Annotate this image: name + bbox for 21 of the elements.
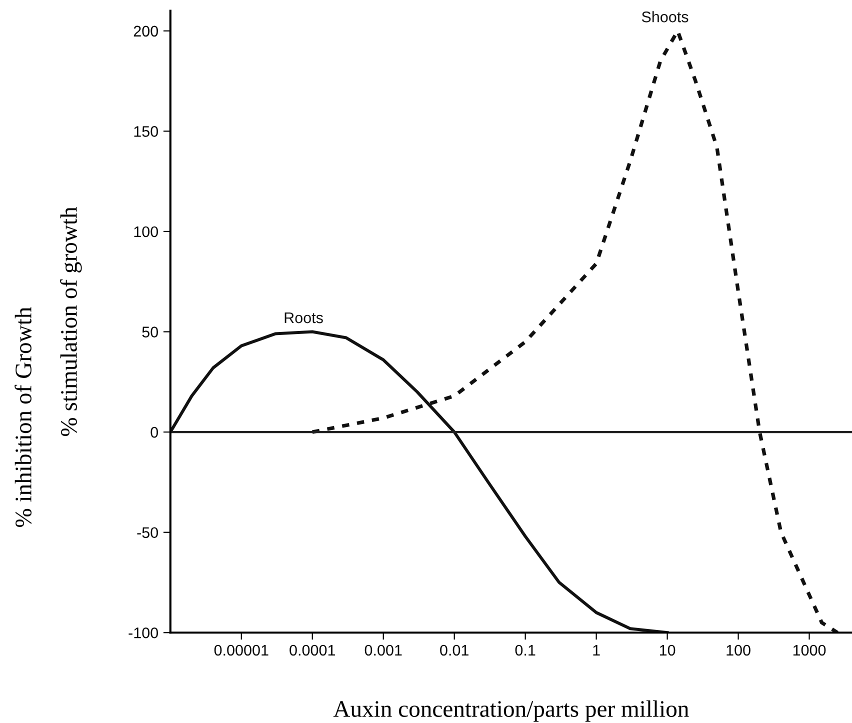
- y-tick-label: 0: [150, 426, 158, 438]
- y-tick-label: -50: [137, 527, 158, 538]
- y-tick-label: 100: [134, 226, 158, 238]
- x-tick-label: 0.01: [440, 644, 468, 656]
- y-tick-label: 50: [142, 326, 158, 338]
- x-tick-label: 10: [660, 644, 676, 656]
- x-tick-label: 0.001: [364, 644, 402, 656]
- y-axis-title: % stimulation of growth: [60, 206, 82, 436]
- x-axis-title: Auxin concentration/parts per million: [333, 700, 689, 722]
- series-label: Shoots: [642, 11, 688, 22]
- text: % inhibition of Growth: [14, 307, 32, 527]
- x-tick-label: 0.00001: [214, 644, 268, 656]
- x-tick-label: 0.1: [515, 644, 536, 656]
- y-tick-label: 150: [134, 126, 158, 137]
- x-tick-label: 1000: [793, 644, 826, 656]
- y-tick-label: 200: [134, 26, 158, 37]
- x-tick-label: 0.0001: [290, 644, 335, 656]
- y-tick-label: -100: [128, 627, 158, 638]
- x-tick-label: 100: [726, 644, 750, 656]
- x-tick-label: 1: [593, 644, 600, 656]
- series-label: Roots: [284, 312, 323, 324]
